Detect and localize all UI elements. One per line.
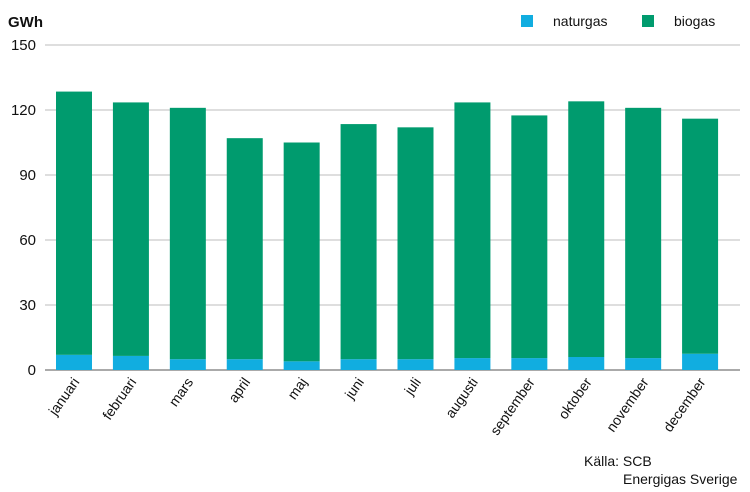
y-axis-label: GWh <box>8 14 43 31</box>
bar-biogas-maj <box>283 142 320 362</box>
bar-biogas-oktober <box>568 101 605 357</box>
bar-naturgas-januari <box>56 354 92 370</box>
bar-naturgas-juli <box>397 359 434 370</box>
y-tick-label: 120 <box>11 102 36 119</box>
x-tick-label: november <box>603 374 652 434</box>
y-tick-label: 30 <box>19 297 36 314</box>
bar-naturgas-september <box>511 358 548 370</box>
bar-biogas-juni <box>340 124 377 360</box>
source-line-2: Energigas Sverige <box>623 471 738 487</box>
bar-biogas-april <box>226 138 263 360</box>
bar-naturgas-juni <box>340 359 377 370</box>
bar-naturgas-februari <box>112 355 149 370</box>
bar-naturgas-maj <box>283 361 320 370</box>
bar-biogas-mars <box>169 107 206 360</box>
bar-biogas-november <box>625 107 662 359</box>
legend-swatch-biogas <box>642 15 654 27</box>
x-tick-label: augusti <box>442 375 481 421</box>
bar-naturgas-mars <box>169 359 206 370</box>
bar-biogas-september <box>511 115 548 359</box>
x-tick-label: juni <box>341 375 367 403</box>
x-tick-label: mars <box>165 375 196 410</box>
bar-naturgas-november <box>625 358 662 370</box>
x-tick-label: februari <box>99 375 139 423</box>
x-tick-label: maj <box>284 375 310 403</box>
bar-biogas-december <box>682 118 719 354</box>
x-tick-label: januari <box>45 375 83 419</box>
bar-naturgas-oktober <box>568 357 605 370</box>
y-tick-label: 0 <box>28 362 36 379</box>
bar-naturgas-december <box>682 353 719 370</box>
bar-biogas-januari <box>56 91 92 355</box>
legend-label-biogas: biogas <box>674 13 715 29</box>
source-line-1: Källa: SCB <box>584 453 652 469</box>
x-tick-label: oktober <box>555 374 595 422</box>
y-tick-label: 60 <box>19 232 36 249</box>
x-tick-label: september <box>487 374 538 438</box>
bar-biogas-juli <box>397 127 434 360</box>
y-tick-label: 90 <box>19 167 36 184</box>
legend-label-naturgas: naturgas <box>553 13 607 29</box>
legend-swatch-naturgas <box>521 15 533 27</box>
x-tick-label: juli <box>400 375 424 399</box>
bar-naturgas-augusti <box>454 358 491 370</box>
bar-biogas-februari <box>112 102 149 356</box>
y-tick-label: 150 <box>11 37 36 54</box>
x-tick-label: december <box>660 374 709 434</box>
bar-naturgas-april <box>226 359 263 370</box>
bar-biogas-augusti <box>454 102 491 359</box>
x-tick-label: april <box>225 375 253 406</box>
